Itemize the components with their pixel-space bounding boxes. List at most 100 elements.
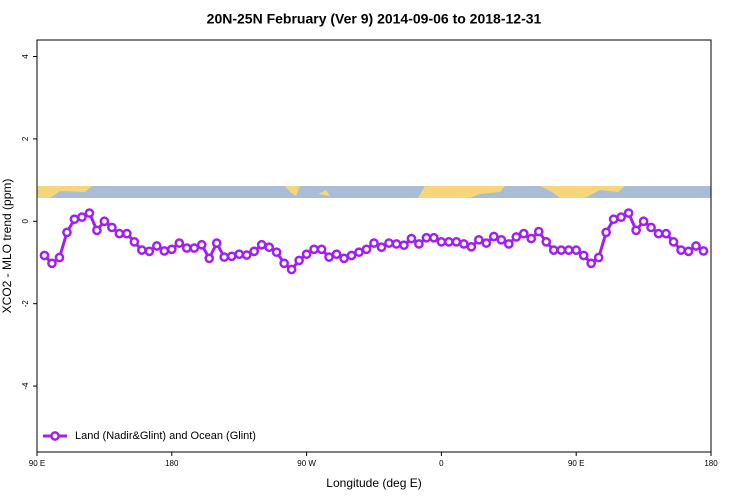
data-point xyxy=(556,245,567,255)
data-point xyxy=(593,252,604,263)
data-point xyxy=(256,239,267,250)
data-point xyxy=(623,208,634,218)
data-point xyxy=(346,250,357,261)
data-point xyxy=(166,244,177,255)
data-point xyxy=(676,245,686,255)
legend-marker xyxy=(50,431,60,441)
data-point xyxy=(354,247,364,258)
data-point xyxy=(473,234,484,245)
y-tick-label: 0 xyxy=(21,219,30,224)
data-point xyxy=(384,238,394,248)
data-point xyxy=(129,237,140,247)
data-point xyxy=(339,253,349,264)
data-point xyxy=(444,237,454,247)
data-point xyxy=(151,241,162,251)
data-point xyxy=(518,228,529,239)
data-point xyxy=(376,242,387,253)
data-point xyxy=(234,249,245,260)
data-point xyxy=(668,237,679,247)
data-point xyxy=(653,228,664,239)
data-point xyxy=(608,214,619,225)
data-point xyxy=(69,214,80,225)
data-point xyxy=(159,246,170,256)
data-point xyxy=(631,225,641,236)
data-point xyxy=(174,238,185,248)
data-point xyxy=(414,239,424,249)
data-point xyxy=(47,258,57,269)
data-point xyxy=(181,243,192,253)
data-point xyxy=(391,239,402,249)
data-point xyxy=(436,237,447,247)
y-tick-label: -4 xyxy=(21,382,30,390)
data-point xyxy=(77,212,87,223)
data-point xyxy=(264,242,275,253)
data-point xyxy=(204,253,215,264)
y-tick-label: -2 xyxy=(21,300,30,308)
data-point xyxy=(481,238,492,248)
y-axis-label: XCO2 - MLO trend (ppm) xyxy=(0,179,14,314)
data-point xyxy=(451,237,462,247)
data-point xyxy=(466,241,477,252)
data-point xyxy=(601,227,612,238)
data-point xyxy=(39,250,50,261)
data-point xyxy=(301,249,312,260)
data-point xyxy=(196,239,207,250)
data-point xyxy=(294,255,304,266)
data-point xyxy=(249,246,260,257)
y-tick-label: 2 xyxy=(21,136,30,141)
data-point xyxy=(399,240,409,251)
data-point xyxy=(661,228,671,239)
data-point xyxy=(219,252,230,262)
data-point xyxy=(279,258,289,269)
chart-title: 20N-25N February (Ver 9) 2014-09-06 to 2… xyxy=(207,11,542,27)
data-point xyxy=(316,244,327,255)
data-point xyxy=(541,237,552,247)
data-point xyxy=(241,250,252,260)
data-point xyxy=(324,252,334,262)
legend-label: Land (Nadir&Glint) and Ocean (Glint) xyxy=(75,430,256,442)
data-point xyxy=(638,216,649,227)
data-point xyxy=(114,228,125,239)
y-tick-label: 4 xyxy=(21,54,30,59)
x-tick-label: 90 W xyxy=(297,459,316,468)
data-point xyxy=(84,208,95,218)
x-tick-label: 0 xyxy=(439,459,444,468)
data-point xyxy=(331,249,342,260)
data-point xyxy=(369,238,379,248)
data-point xyxy=(571,245,582,255)
data-point xyxy=(496,234,507,245)
data-point xyxy=(271,247,282,258)
data-point xyxy=(286,264,297,275)
data-point xyxy=(548,245,559,255)
x-tick-label: 90 E xyxy=(29,459,45,468)
data-point xyxy=(578,250,589,261)
data-point xyxy=(62,227,72,238)
data-point xyxy=(488,231,499,242)
data-point xyxy=(211,238,222,248)
x-tick-label: 180 xyxy=(165,459,179,468)
data-point xyxy=(691,241,701,251)
x-axis-label: Longitude (deg E) xyxy=(326,476,421,490)
data-point xyxy=(421,232,432,243)
data-point xyxy=(136,245,147,255)
data-point xyxy=(698,246,709,256)
data-point xyxy=(646,222,656,233)
data-point xyxy=(406,233,417,244)
data-point xyxy=(511,232,522,242)
data-point xyxy=(99,216,110,227)
data-point xyxy=(503,239,514,249)
data-point xyxy=(309,244,319,255)
x-tick-label: 90 E xyxy=(568,459,584,468)
data-point xyxy=(429,232,439,243)
data-point xyxy=(92,225,102,236)
data-point xyxy=(122,228,132,239)
x-tick-label: 180 xyxy=(704,459,718,468)
plot-frame xyxy=(36,39,712,453)
data-point xyxy=(563,245,574,255)
data-point xyxy=(54,252,65,263)
map-strip xyxy=(37,186,711,198)
data-point xyxy=(361,244,372,255)
data-point xyxy=(459,239,469,249)
data-point xyxy=(107,222,117,233)
